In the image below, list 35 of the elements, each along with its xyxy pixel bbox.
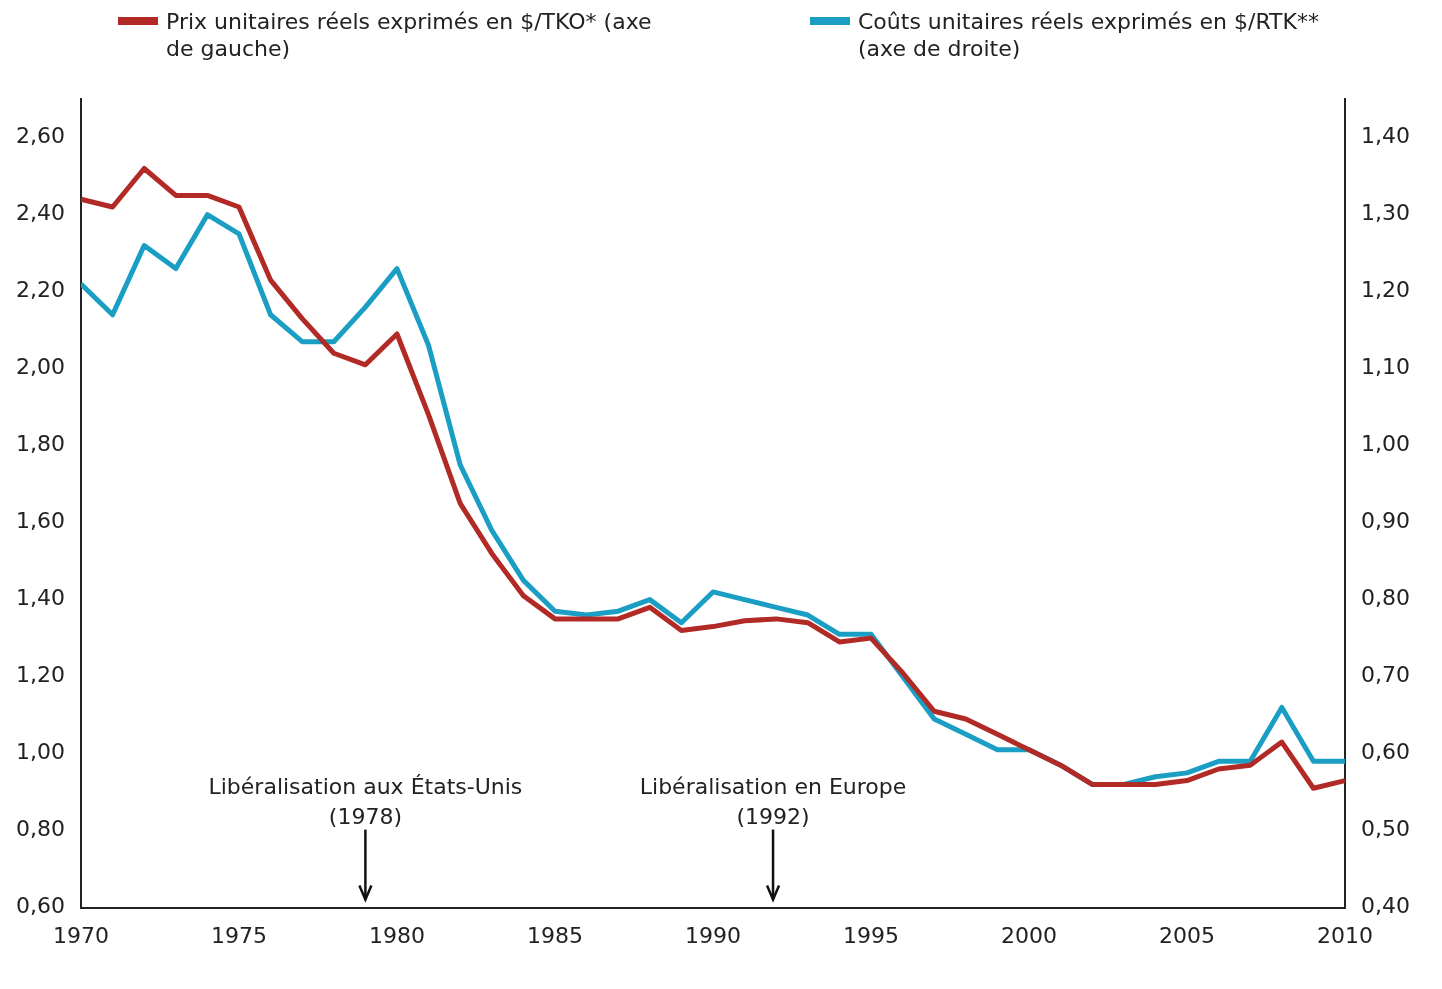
y-tick-label: 1,20 bbox=[16, 662, 65, 688]
y-tick-label: 2,60 bbox=[16, 123, 65, 149]
annotation: Libéralisation en Europe (1992) bbox=[639, 774, 907, 830]
x-tick-label: 1970 bbox=[52, 922, 109, 948]
y-tick-label: 2,40 bbox=[16, 200, 65, 226]
y2-tick-label: 0,50 bbox=[1361, 816, 1410, 842]
x-tick-label: 1980 bbox=[368, 922, 425, 948]
y2-tick-label: 1,10 bbox=[1361, 354, 1410, 380]
y-tick-label: 1,00 bbox=[16, 739, 65, 765]
y2-tick-label: 1,40 bbox=[1361, 123, 1410, 149]
y-tick-label: 1,40 bbox=[16, 585, 65, 611]
y2-tick-label: 1,30 bbox=[1361, 200, 1410, 226]
x-tick-label: 1985 bbox=[527, 922, 583, 948]
x-tick-label: 1995 bbox=[843, 922, 899, 948]
legend-label: Prix unitaires réels exprimés en $/TKO* (axe de gauche) bbox=[166, 8, 653, 62]
y-tick-label: 1,60 bbox=[16, 508, 65, 534]
y2-tick-label: 1,20 bbox=[1361, 277, 1410, 303]
y2-tick-label: 0,80 bbox=[1361, 585, 1410, 611]
y-tick-label: 0,80 bbox=[16, 816, 65, 842]
y2-tick-label: 0,60 bbox=[1361, 739, 1410, 765]
x-tick-label: 2005 bbox=[1159, 922, 1216, 948]
y2-tick-label: 1,00 bbox=[1361, 431, 1410, 457]
x-tick-label: 2000 bbox=[1001, 922, 1058, 948]
y2-tick-label: 0,40 bbox=[1361, 893, 1410, 919]
y2-tick-label: 0,70 bbox=[1361, 662, 1410, 688]
x-tick-label: 2010 bbox=[1317, 922, 1374, 948]
x-tick-label: 1990 bbox=[685, 922, 741, 948]
legend-label: Coûts unitaires réels exprimés en $/RTK** (axe de droite) bbox=[858, 8, 1320, 62]
x-tick-label: 1975 bbox=[210, 922, 267, 948]
y2-tick-label: 0,90 bbox=[1361, 508, 1410, 534]
y-tick-label: 2,20 bbox=[16, 277, 65, 303]
y-tick-label: 2,00 bbox=[16, 354, 65, 380]
annotation: Libéralisation aux États-Unis (1978) bbox=[208, 774, 523, 830]
y-tick-label: 0,60 bbox=[16, 893, 65, 919]
y-tick-label: 1,80 bbox=[16, 431, 65, 457]
